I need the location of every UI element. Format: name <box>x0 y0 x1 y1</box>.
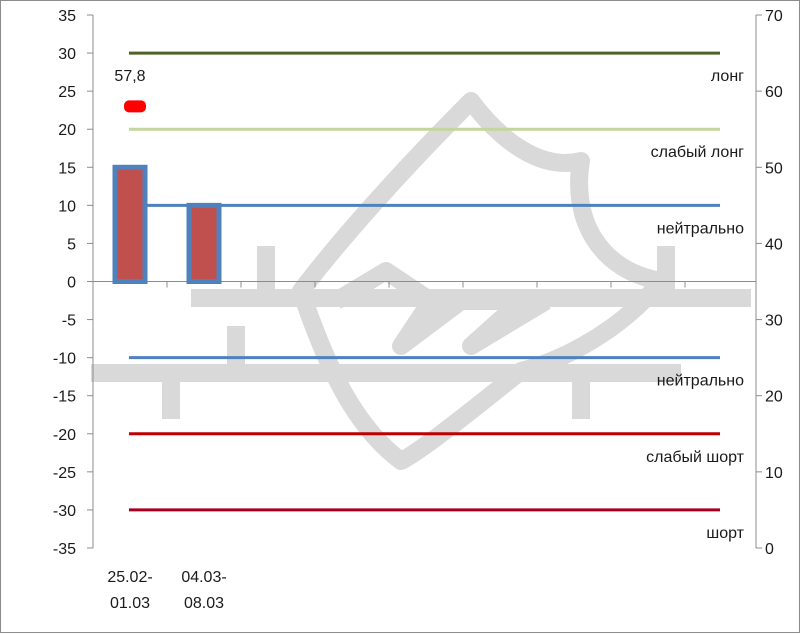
left-tick-label: 5 <box>67 236 76 253</box>
right-tick-label: 10 <box>765 465 783 482</box>
right-tick-label: 20 <box>765 389 783 406</box>
reference-line-label: нейтрально <box>657 373 744 390</box>
category-label: 04.03- <box>181 569 226 586</box>
left-tick-label: 0 <box>67 275 76 292</box>
right-tick-label: 70 <box>765 8 783 25</box>
reference-line-label: лонг <box>711 68 744 85</box>
category-label: 01.03 <box>110 595 150 612</box>
left-tick-label: -15 <box>53 389 76 406</box>
reference-lines: лонг слабый лонг нейтрально нейтрально слабы… <box>129 51 745 542</box>
reference-line-label: слабый шорт <box>646 449 745 466</box>
right-tick-label: 30 <box>765 313 783 330</box>
left-tick-label: -30 <box>53 503 76 520</box>
left-tick-label: 30 <box>58 46 76 63</box>
bars <box>112 164 222 285</box>
reference-line-label: шорт <box>706 525 744 542</box>
right-tick-label: 0 <box>765 541 774 558</box>
left-tick-label: 25 <box>58 84 76 101</box>
watermark-tick-1 <box>162 246 675 419</box>
left-tick-label: -35 <box>53 541 76 558</box>
category-label: 08.03 <box>184 595 224 612</box>
category-label: 25.02- <box>107 569 152 586</box>
watermark-glyph <box>331 262 551 355</box>
axes: 35302520151050-5-10-15-20-25-30-35706050… <box>53 8 783 558</box>
right-tick-label: 50 <box>765 160 783 177</box>
left-tick-label: 15 <box>58 160 76 177</box>
watermark-logo <box>91 92 751 470</box>
left-tick-label: -25 <box>53 465 76 482</box>
left-tick-label: 35 <box>58 8 76 25</box>
marker <box>124 100 146 113</box>
left-tick-label: -5 <box>62 313 76 330</box>
left-tick-label: 20 <box>58 122 76 139</box>
bar <box>186 202 222 285</box>
reference-line-label: нейтрально <box>657 220 744 237</box>
left-tick-label: -10 <box>53 351 76 368</box>
left-tick-label: -20 <box>53 427 76 444</box>
reference-line-label: слабый лонг <box>651 144 745 161</box>
marker-label: 57,8 <box>114 68 145 85</box>
right-tick-label: 60 <box>765 84 783 101</box>
left-tick-label: 10 <box>58 198 76 215</box>
labels: 25.02- 01.03 04.03- 08.03 57,8 <box>107 68 226 612</box>
bar <box>112 164 148 285</box>
right-tick-label: 40 <box>765 236 783 253</box>
